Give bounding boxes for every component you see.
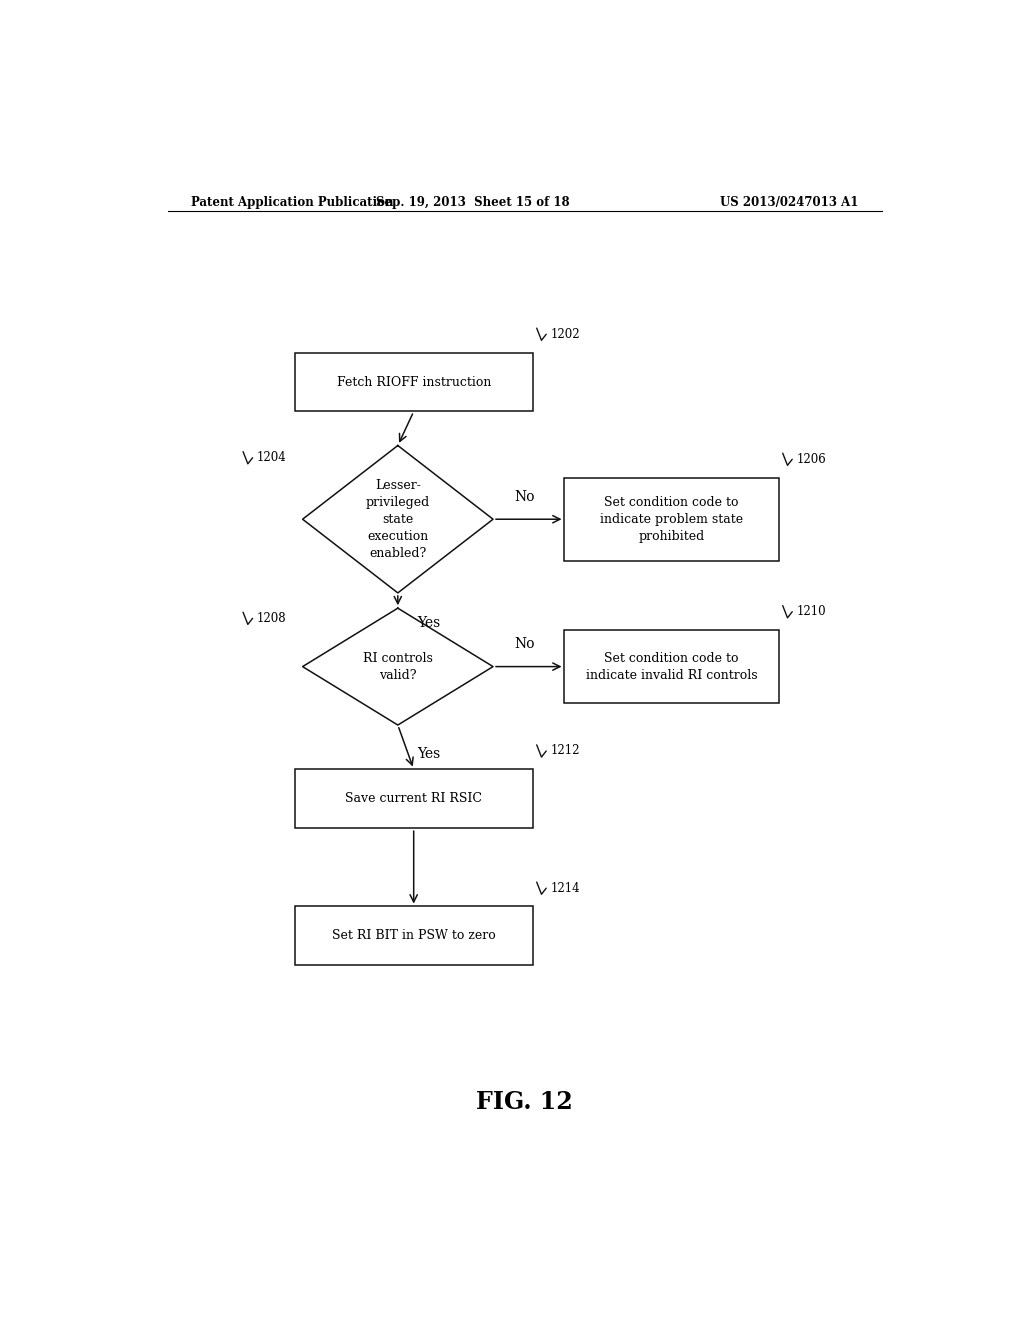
FancyBboxPatch shape bbox=[295, 907, 532, 965]
Polygon shape bbox=[303, 446, 494, 593]
Text: 1208: 1208 bbox=[257, 612, 286, 624]
Text: Fetch RIOFF instruction: Fetch RIOFF instruction bbox=[337, 375, 490, 388]
Text: Yes: Yes bbox=[418, 616, 441, 631]
Text: 1210: 1210 bbox=[797, 605, 825, 618]
Text: 1206: 1206 bbox=[797, 453, 826, 466]
Text: 1202: 1202 bbox=[550, 327, 580, 341]
Text: Set RI BIT in PSW to zero: Set RI BIT in PSW to zero bbox=[332, 929, 496, 942]
Text: No: No bbox=[514, 638, 536, 651]
FancyBboxPatch shape bbox=[295, 770, 532, 828]
Text: Sep. 19, 2013  Sheet 15 of 18: Sep. 19, 2013 Sheet 15 of 18 bbox=[377, 195, 570, 209]
Text: Save current RI RSIC: Save current RI RSIC bbox=[345, 792, 482, 805]
Text: Lesser-
privileged
state
execution
enabled?: Lesser- privileged state execution enabl… bbox=[366, 479, 430, 560]
Text: No: No bbox=[514, 490, 536, 504]
Polygon shape bbox=[303, 609, 494, 725]
Text: 1212: 1212 bbox=[550, 744, 580, 758]
Text: Set condition code to
indicate problem state
prohibited: Set condition code to indicate problem s… bbox=[600, 496, 743, 543]
Text: Yes: Yes bbox=[418, 747, 441, 760]
FancyBboxPatch shape bbox=[564, 478, 779, 561]
Text: FIG. 12: FIG. 12 bbox=[476, 1089, 573, 1114]
Text: Patent Application Publication: Patent Application Publication bbox=[191, 195, 394, 209]
FancyBboxPatch shape bbox=[295, 352, 532, 412]
Text: US 2013/0247013 A1: US 2013/0247013 A1 bbox=[720, 195, 858, 209]
Text: 1204: 1204 bbox=[257, 451, 287, 465]
FancyBboxPatch shape bbox=[564, 630, 779, 704]
Text: 1214: 1214 bbox=[550, 882, 580, 895]
Text: RI controls
valid?: RI controls valid? bbox=[362, 652, 433, 681]
Text: Set condition code to
indicate invalid RI controls: Set condition code to indicate invalid R… bbox=[586, 652, 758, 681]
